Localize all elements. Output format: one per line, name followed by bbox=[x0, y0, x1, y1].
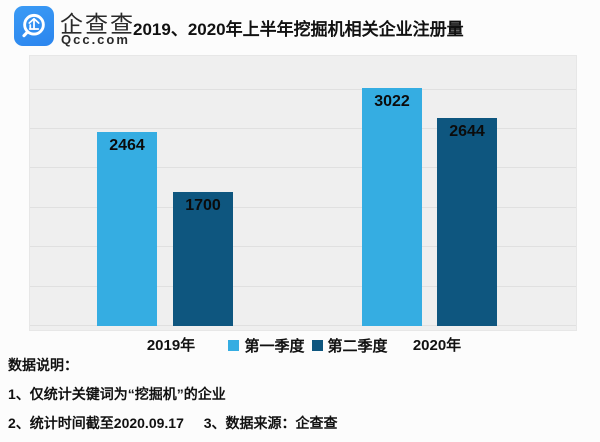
qcc-logo-icon bbox=[14, 6, 54, 46]
gridline bbox=[30, 167, 576, 169]
legend-swatch bbox=[311, 340, 323, 351]
footnote-line-2-part-2: 3、数据来源：企查查 bbox=[203, 415, 338, 431]
gridline bbox=[30, 246, 576, 248]
brand-domain: Qcc.com bbox=[61, 32, 130, 47]
bar-value-label: 2644 bbox=[449, 123, 485, 140]
footnotes-block: 数据说明： 1、仅统计关键词为“挖掘机”的企业 2、统计时间截至2020.09.… bbox=[8, 355, 338, 442]
bar-第二季度-2019年: 1700 bbox=[173, 192, 233, 326]
bar-value-label: 2464 bbox=[109, 137, 145, 154]
chart-title: 2019、2020年上半年挖掘机相关企业注册量 bbox=[133, 20, 464, 39]
bar-value-label: 3022 bbox=[374, 93, 410, 110]
legend-swatch bbox=[228, 340, 240, 351]
magnifier-icon bbox=[22, 13, 45, 38]
x-axis-label-2020: 2020年 bbox=[412, 337, 462, 354]
gridline bbox=[30, 285, 576, 287]
footnote-line-2: 2、统计时间截至2020.09.17 3、数据来源：企查查 bbox=[8, 413, 338, 433]
gridline bbox=[30, 88, 576, 90]
infographic-canvas: 企查查 Qcc.com 2019、2020年上半年挖掘机相关企业注册量 2464… bbox=[8, 6, 577, 431]
gridline bbox=[30, 206, 576, 208]
plot-area: 2464 3022 1700 2644 bbox=[29, 55, 577, 331]
brand-name-cn: 企查查 bbox=[60, 11, 135, 37]
bar-第一季度-2020年: 3022 bbox=[362, 88, 422, 326]
legend-label: 第一季度 bbox=[244, 338, 305, 355]
footnote-line-1: 1、仅统计关键词为“挖掘机”的企业 bbox=[8, 386, 226, 402]
footnote-line-2-part-1: 2、统计时间截至2020.09.17 bbox=[8, 415, 184, 431]
legend-item-第一季度: 第一季度 bbox=[228, 335, 305, 356]
bar-第二季度-2020年: 2644 bbox=[437, 118, 497, 326]
legend-label: 第二季度 bbox=[327, 338, 388, 355]
bar-第一季度-2019年: 2464 bbox=[97, 132, 157, 326]
bar-value-label: 1700 bbox=[185, 197, 221, 214]
x-axis-label-2019: 2019年 bbox=[146, 337, 196, 354]
chart-legend: 第一季度 第二季度 bbox=[228, 335, 388, 356]
legend-item-第二季度: 第二季度 bbox=[311, 335, 388, 356]
gridline bbox=[30, 128, 576, 129]
footnotes-heading: 数据说明： bbox=[8, 357, 78, 373]
gridline bbox=[30, 325, 576, 326]
